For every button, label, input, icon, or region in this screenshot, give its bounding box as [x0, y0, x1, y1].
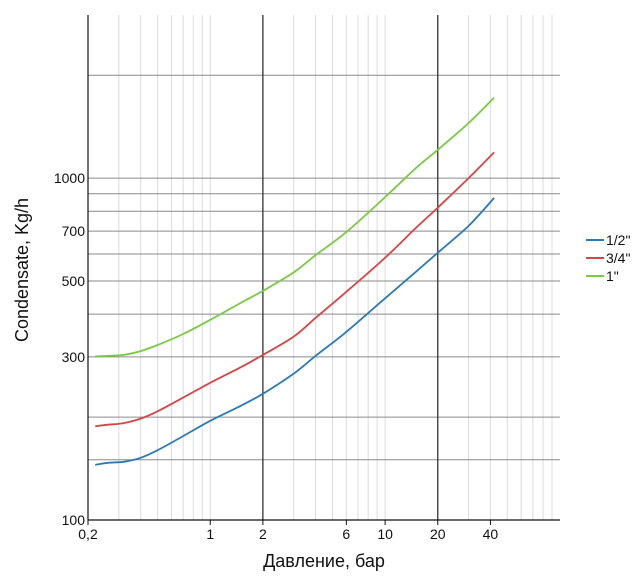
y-tick-label: 100 [62, 512, 86, 528]
x-tick-label: 40 [483, 526, 499, 542]
y-tick-label: 1000 [54, 170, 85, 186]
x-tick-label: 20 [430, 526, 446, 542]
y-tick-label: 300 [62, 349, 86, 365]
x-tick-label: 0,2 [78, 526, 98, 542]
legend: 1/2" 3/4" 1" [586, 232, 630, 284]
grid-layer [88, 15, 560, 521]
series-line [95, 96, 495, 358]
x-tick-label: 2 [259, 526, 267, 542]
legend-label: 1" [606, 268, 619, 284]
series-line [95, 151, 495, 428]
x-tick-label: 10 [377, 526, 393, 542]
tick-labels-layer: 0,2 1 2 6 10 20 40 100 300 500 700 1000 [54, 170, 499, 542]
legend-label: 1/2" [606, 232, 630, 248]
series-layer [95, 96, 495, 466]
axes-layer [87, 15, 560, 521]
legend-label: 3/4" [606, 250, 630, 266]
y-tick-label: 500 [62, 273, 86, 289]
x-axis-title: Давление, бар [263, 551, 385, 571]
x-tick-label: 6 [342, 526, 350, 542]
series-line [95, 197, 495, 466]
x-tick-label: 1 [206, 526, 214, 542]
y-tick-label: 700 [62, 223, 86, 239]
y-axis-title: Condensate, Kg/h [12, 198, 32, 342]
